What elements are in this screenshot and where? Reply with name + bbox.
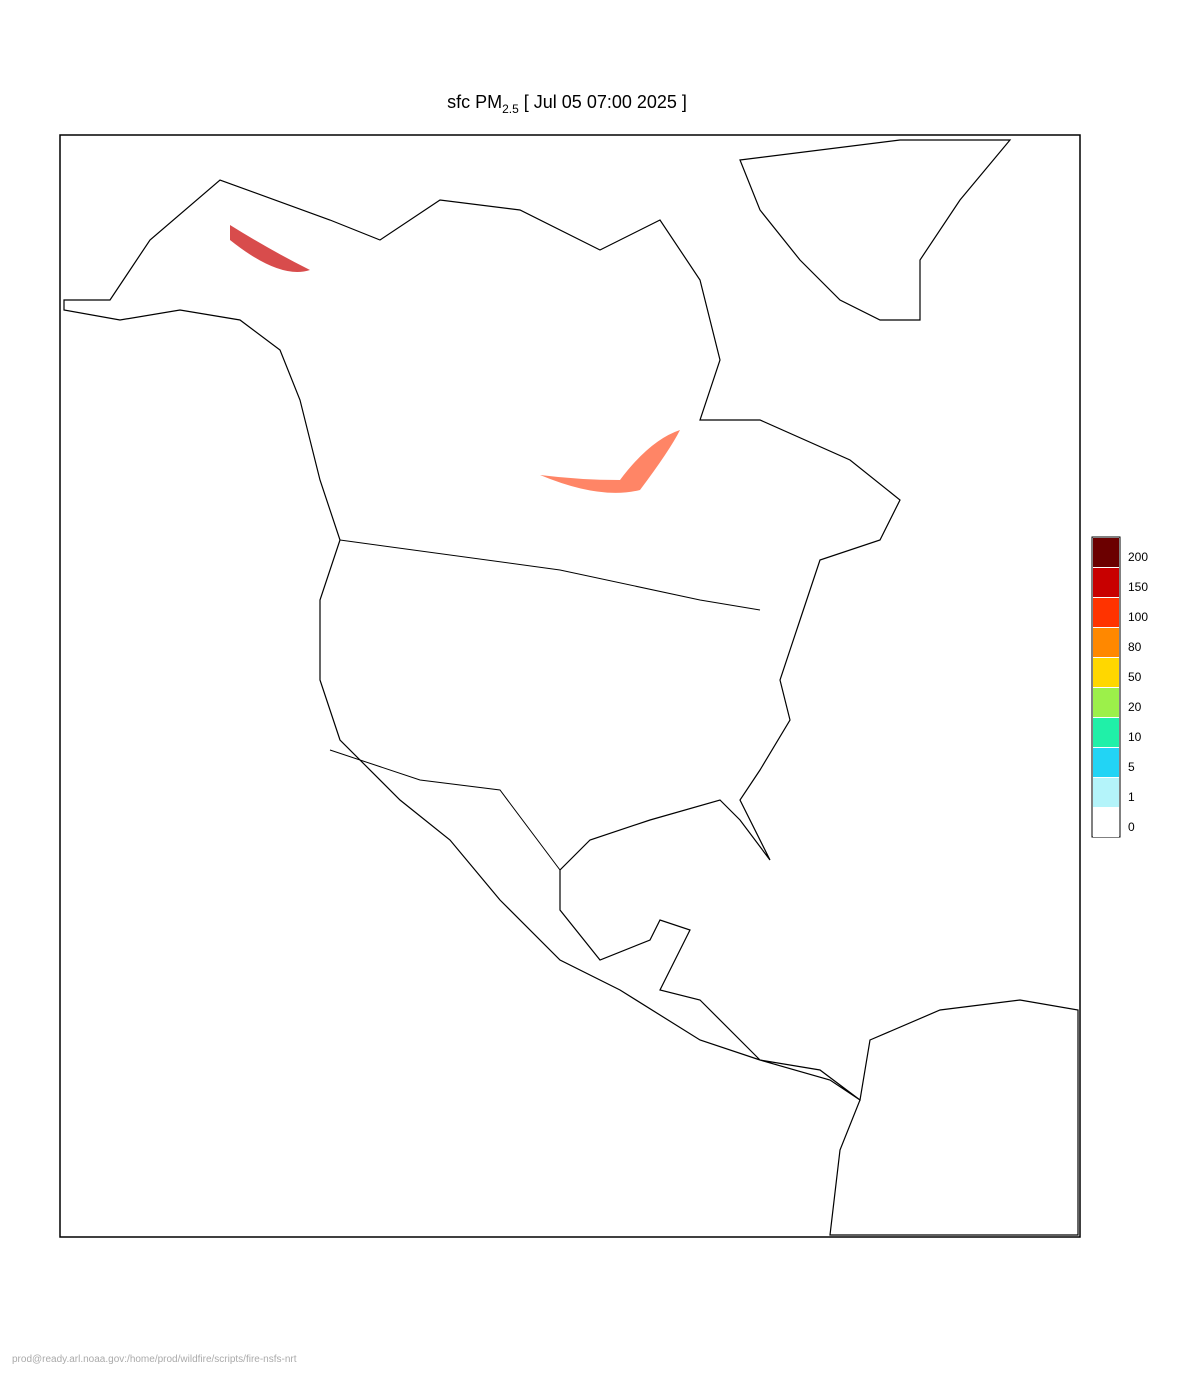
legend-label: 1 xyxy=(1128,790,1135,804)
legend-label: 0 xyxy=(1128,820,1135,834)
legend-swatch xyxy=(1093,598,1119,627)
footer: prod@ready.arl.noaa.gov:/home/prod/wildf… xyxy=(12,1354,297,1365)
legend-label: 50 xyxy=(1128,670,1142,684)
legend-swatch xyxy=(1093,778,1119,807)
map xyxy=(59,134,1081,1238)
legend-label: 200 xyxy=(1128,550,1148,564)
legend-swatch xyxy=(1093,538,1119,567)
title-main: sfc PM xyxy=(447,92,502,112)
title-rest: [ Jul 05 07:00 2025 ] xyxy=(524,92,687,112)
greenland xyxy=(739,139,1012,321)
legend-swatch xyxy=(1093,718,1119,747)
legend-label: 10 xyxy=(1128,730,1142,744)
legend-swatch xyxy=(1093,808,1119,837)
legend-swatch xyxy=(1093,748,1119,777)
legend-swatch xyxy=(1093,628,1119,657)
legend-label: 100 xyxy=(1128,610,1148,624)
borders xyxy=(329,539,761,871)
legend-swatch xyxy=(1093,688,1119,717)
map-frame xyxy=(59,134,1081,1238)
smoke-plume xyxy=(230,225,310,272)
legend-swatch xyxy=(1093,568,1119,597)
coastline xyxy=(63,179,1079,1236)
legend-label: 20 xyxy=(1128,700,1142,714)
legend-label: 5 xyxy=(1128,760,1135,774)
title-subscript: 2.5 xyxy=(502,102,519,116)
smoke-plume xyxy=(540,430,680,493)
legend-label: 80 xyxy=(1128,640,1142,654)
title: sfc PM2.5 [ Jul 05 07:00 2025 ] xyxy=(447,92,687,116)
legend-swatch xyxy=(1093,658,1119,687)
legend-label: 150 xyxy=(1128,580,1148,594)
